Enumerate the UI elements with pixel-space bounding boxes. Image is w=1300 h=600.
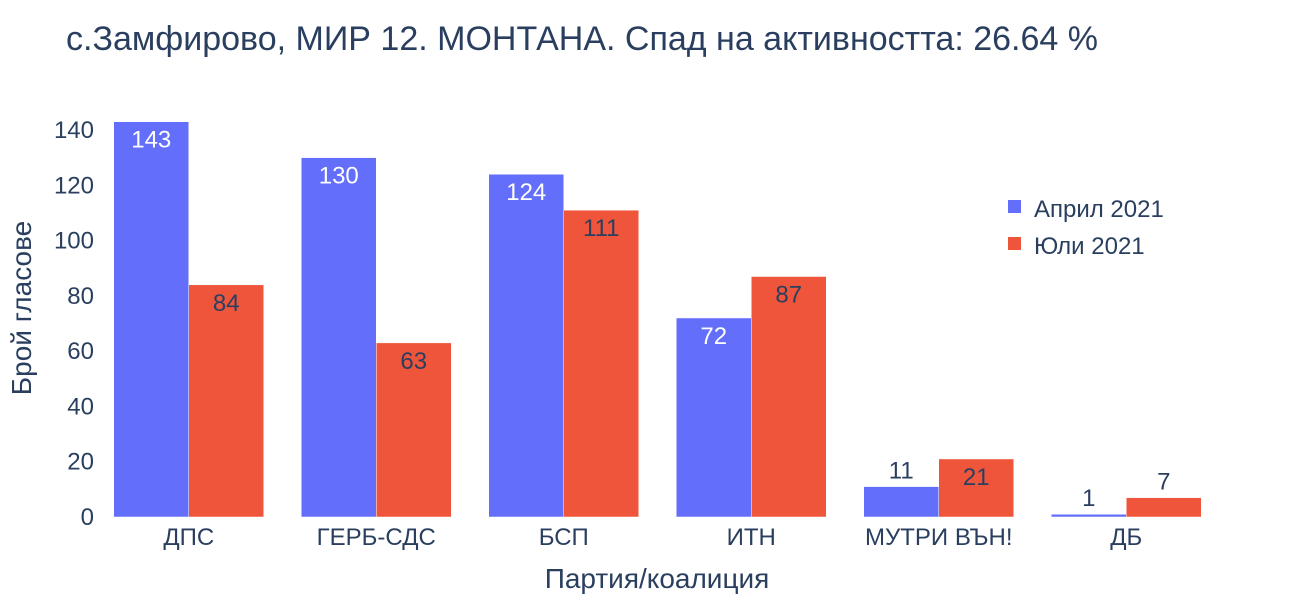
x-tick-label: ДПС [163, 524, 214, 551]
bar-value-label: 72 [700, 323, 727, 350]
x-tick-label: ГЕРБ-СДС [317, 524, 436, 551]
y-tick-label: 0 [81, 504, 94, 531]
x-tick-label: ИТН [727, 524, 776, 551]
bar-april [301, 157, 377, 518]
bar-july [938, 458, 1014, 518]
x-tick-label: БСП [539, 524, 589, 551]
bar-value-label: 143 [131, 127, 171, 154]
legend: Април 2021 Юли 2021 [1008, 196, 1164, 260]
y-tick-label: 20 [67, 449, 94, 476]
bar-value-label: 63 [400, 348, 427, 375]
legend-swatch [1008, 200, 1021, 213]
x-axis-title: Партия/коалиция [545, 563, 770, 594]
bar-value-label: 1 [1082, 485, 1095, 512]
bar-value-label: 111 [583, 215, 619, 242]
bar-july [376, 342, 452, 518]
y-tick-label: 40 [67, 393, 94, 420]
bar-value-label: 87 [775, 282, 802, 309]
bar-july [563, 209, 639, 518]
bar-april [113, 121, 189, 518]
y-tick-label: 120 [54, 172, 94, 199]
bar-value-label: 11 [889, 458, 914, 485]
bars [113, 121, 1202, 518]
y-axis-title: Брой гласове [6, 221, 37, 395]
x-tick-label: МУТРИ ВЪН! [865, 524, 1012, 551]
bar-value-label: 130 [319, 163, 359, 190]
bar-july [1126, 497, 1202, 518]
bar-april [863, 486, 939, 518]
y-tick-label: 140 [54, 117, 94, 144]
bar-value-label: 84 [213, 290, 240, 317]
bar-july [188, 284, 264, 518]
legend-label: Юли 2021 [1034, 233, 1145, 260]
x-axis-ticks: ДПС ГЕРБ-СДС БСП ИТН МУТРИ ВЪН! ДБ [163, 524, 1142, 551]
bar-april [1051, 513, 1127, 518]
bar-value-label: 124 [506, 179, 546, 206]
bar-value-label: 21 [963, 464, 990, 491]
y-tick-label: 100 [54, 228, 94, 255]
legend-swatch [1008, 237, 1021, 250]
chart-title: с.Замфирово, МИР 12. МОНТАНА. Спад на ак… [66, 20, 1098, 58]
bar-labels: 143 84 130 63 124 111 72 87 11 21 1 7 [131, 127, 1170, 513]
bar-april [488, 173, 564, 518]
y-tick-label: 80 [67, 283, 94, 310]
x-tick-label: ДБ [1110, 524, 1142, 551]
y-tick-label: 60 [67, 338, 94, 365]
bar-april [676, 317, 752, 518]
bar-value-label: 7 [1157, 469, 1170, 496]
y-axis-ticks: 0 20 40 60 80 100 120 140 [54, 117, 94, 531]
legend-label: Април 2021 [1034, 196, 1164, 223]
bar-july [751, 276, 827, 518]
